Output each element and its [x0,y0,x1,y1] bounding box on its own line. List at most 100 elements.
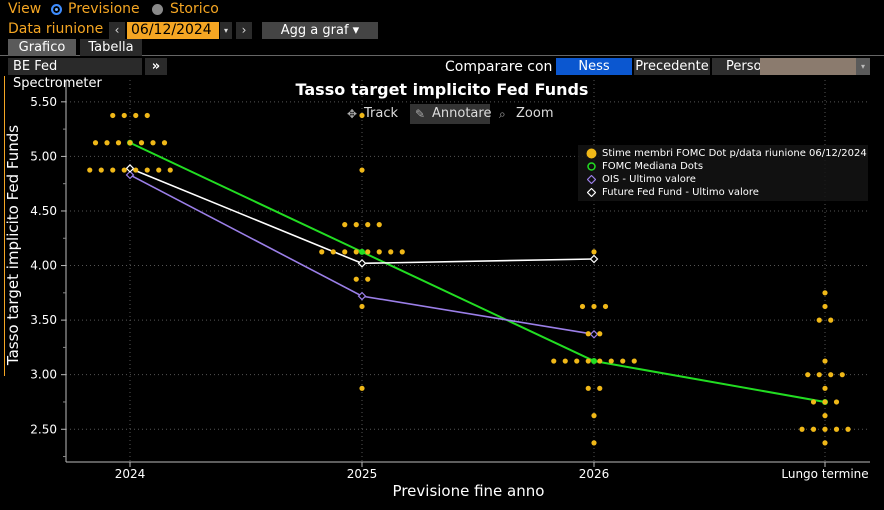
fomc-member-dot [816,317,822,323]
futures-line-marker [125,164,135,173]
view-row: View Previsione Storico [0,0,884,20]
legend-label-futures: Future Fed Fund - Ultimo valore [602,187,759,198]
fomc-member-dot [602,303,609,310]
legend-item-futures[interactable]: Future Fed Fund - Ultimo valore [578,186,759,199]
fomc-member-dot [365,222,371,228]
fomc-median-line-marker [591,358,597,365]
chart-dots [87,112,851,446]
fomc-member-dot [828,372,834,378]
radio-storico-icon[interactable] [152,4,163,15]
fomc-member-dot [833,399,840,405]
fomc-member-dot [620,358,626,364]
fomc-member-dot [161,140,168,146]
y-tick-label: 3.00 [30,368,57,382]
legend-item-ois[interactable]: OIS - Ultimo valore [578,173,696,186]
fomc-member-dot [810,399,817,405]
storico-label[interactable]: Storico [170,1,219,17]
radio-previsione-icon[interactable] [51,4,62,15]
legend-label-ois: OIS - Ultimo valore [602,174,696,185]
fomc-member-dot [365,276,371,282]
date-dropdown-button[interactable]: ▾ [220,22,232,39]
x-tick-label: Lungo termine [781,467,868,481]
fomc-member-dot [359,167,365,173]
fomc-member-dot [816,372,822,378]
fomc-member-dot [562,358,568,364]
ois-line-marker [357,291,367,301]
view-label: View [8,1,42,17]
legend-item-fomc[interactable]: FOMC Mediana Dots [578,160,703,173]
fomc-member-dot [115,140,122,146]
fomc-member-dot [121,167,127,173]
tab-grafico[interactable]: Grafico [8,39,76,56]
fomc-member-dot [822,426,828,432]
legend-label-dots: Stime membri FOMC Dot p/data riunione 06… [602,148,867,159]
fomc-member-dot [822,358,828,364]
magnifier-icon: ⌕ [499,107,506,121]
prev-date-button[interactable]: ‹ [109,22,125,39]
fomc-member-dot [591,413,597,419]
y-tick-label: 4.50 [30,204,57,218]
fomc-member-dot [342,222,348,228]
fomc-member-dot [138,140,145,146]
fomc-member-dot [822,440,828,446]
fomc-member-dot [98,167,104,173]
fomc-member-dot [591,303,597,310]
y-axis-label: Tasso target implicito Fed Funds [4,124,22,366]
x-tick-label: 2024 [115,467,146,481]
fomc-member-dot [551,358,557,364]
fomc-member-dot [150,140,156,146]
fomc-member-dot [608,358,614,364]
y-tick-label: 3.50 [30,313,57,327]
compare-personal-button[interactable]: Perso [712,58,761,75]
previsione-label[interactable]: Previsione [68,1,140,17]
fomc-member-dot [585,358,591,364]
zoom-button[interactable]: ⌕ Zoom [494,104,556,124]
pencil-icon: ✎ [415,107,426,121]
compare-ness-button[interactable]: Ness [556,58,632,75]
fomc-member-dot [597,358,603,364]
futures-line-marker [357,259,367,268]
fomc-member-dot [365,249,371,255]
fomc-member-dot [631,358,637,364]
fomc-member-dot [376,249,382,255]
chart-grid [66,80,870,462]
fomc-member-dot [133,167,139,173]
fomc-member-dot [597,385,603,391]
chart-legend: Stime membri FOMC Dot p/data riunione 06… [578,145,868,201]
personal-dropdown-icon[interactable]: ▾ [856,58,870,75]
legend-item-dots[interactable]: Stime membri FOMC Dot p/data riunione 06… [578,147,867,160]
fomc-member-dot [585,385,591,391]
y-tick-label: 5.00 [30,149,57,163]
fomc-member-dot [585,331,591,337]
track-button[interactable]: ✥ Track [342,104,408,124]
fomc-member-dot [359,112,365,119]
fomc-member-dot [388,249,394,255]
fomc-member-dot [121,112,127,119]
fomc-member-dot [399,249,405,255]
fomc-median-line-marker [359,248,365,255]
fomc-member-dot [127,140,133,146]
add-to-chart-button[interactable]: Agg a graf ▾ [262,22,378,39]
fomc-member-dot [591,440,597,446]
annotate-label: Annotare [432,106,492,121]
annotate-button[interactable]: ✎ Annotare [410,104,492,124]
expand-icon[interactable]: » [145,58,167,75]
personal-date-input[interactable] [760,58,856,75]
y-tick-label: 4.00 [30,259,57,273]
fomc-member-dot [822,303,828,310]
spectrometer-select[interactable]: BE Fed Spectrometer [8,58,142,91]
next-date-button[interactable]: › [236,22,252,39]
fomc-member-dot [579,303,586,310]
compare-precedente-button[interactable]: Precedente [634,58,710,75]
x-axis-label: Previsione fine anno [392,482,545,500]
fomc-member-dot [574,358,580,364]
crosshair-icon: ✥ [347,107,358,121]
legend-fomc-icon [587,162,596,171]
legend-label-fomc: FOMC Mediana Dots [602,161,704,172]
date-input[interactable]: 06/12/2024 [127,22,219,39]
fomc-member-dot [144,112,150,119]
fomc-member-dot [110,112,116,119]
fomc-member-dot [359,303,365,310]
chart-title: Tasso target implicito Fed Funds [295,80,589,99]
tab-tabella[interactable]: Tabella [80,39,142,56]
